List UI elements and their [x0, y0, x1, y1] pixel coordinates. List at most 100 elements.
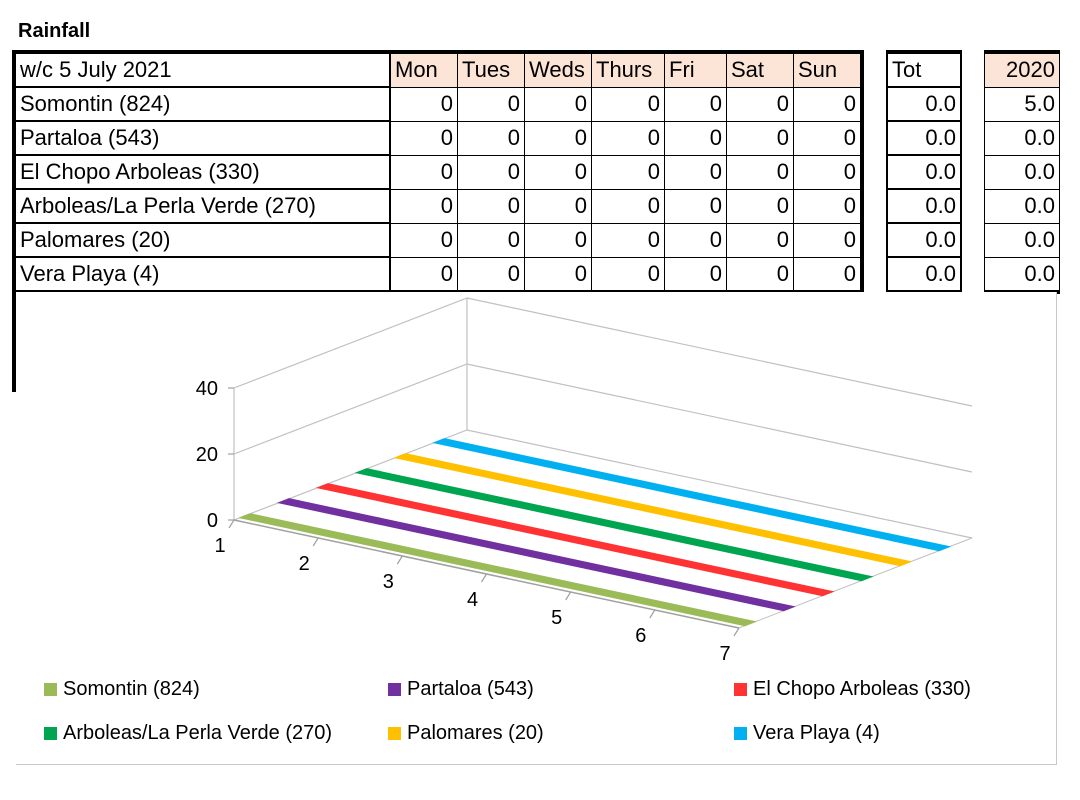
rain-value-cell: 0	[793, 222, 864, 258]
x-tick	[733, 627, 740, 637]
legend-swatch	[734, 683, 747, 696]
rain-value-cell: 0	[664, 154, 727, 190]
rainfall-table: w/c 5 July 2021 Mon Tues Weds Thurs Fri …	[12, 50, 1060, 294]
x-tick-label: 3	[383, 571, 394, 593]
total-cell: 0.0	[886, 188, 962, 224]
prev-year-cell: 0.0	[984, 188, 1060, 224]
rain-value-cell: 0	[793, 188, 864, 224]
location-cell: Somontin (824)	[12, 86, 391, 122]
total-cell: 0.0	[886, 120, 962, 156]
rain-value-cell: 0	[726, 154, 794, 190]
header-prev-year: 2020	[984, 50, 1060, 88]
rain-value-cell: 0	[726, 86, 794, 122]
rain-value-cell: 0	[389, 188, 458, 224]
rain-value-cell: 0	[524, 222, 592, 258]
rain-value-cell: 0	[457, 188, 525, 224]
prev-year-cell: 0.0	[984, 222, 1060, 258]
y-tick-label: 40	[196, 378, 218, 400]
total-cell: 0.0	[886, 222, 962, 258]
rain-value-cell: 0	[664, 222, 727, 258]
header-tues: Tues	[457, 50, 525, 88]
table-row: Palomares (20) 0 0 0 0 0 0 0 0.0 0.0	[12, 222, 1060, 258]
location-cell: Partaloa (543)	[12, 120, 391, 156]
legend-swatch	[44, 683, 57, 696]
series-ribbon	[276, 498, 796, 612]
prev-year-cell: 0.0	[984, 154, 1060, 190]
total-cell: 0.0	[886, 154, 962, 190]
rain-value-cell: 0	[793, 154, 864, 190]
rain-value-cell: 0	[457, 154, 525, 190]
total-cell: 0.0	[886, 256, 962, 294]
x-tick	[565, 591, 572, 601]
prev-year-cell: 5.0	[984, 86, 1060, 122]
rain-value-cell: 0	[726, 188, 794, 224]
rain-value-cell: 0	[591, 120, 665, 156]
floor-edge	[738, 537, 973, 629]
x-tick-label: 1	[214, 535, 225, 557]
rain-value-cell: 0	[591, 256, 665, 294]
rain-value-cell: 0	[524, 256, 592, 294]
rain-value-cell: 0	[389, 86, 458, 122]
rain-value-cell: 0	[457, 120, 525, 156]
total-cell: 0.0	[886, 86, 962, 122]
rain-value-cell: 0	[664, 256, 727, 294]
legend-label: Palomares (20)	[407, 722, 544, 744]
rain-value-cell: 0	[389, 154, 458, 190]
rain-value-cell: 0	[524, 188, 592, 224]
chart-svg: 1 2 3 4 5 6 7 0 20 40	[196, 297, 973, 665]
legend-label: Somontin (824)	[63, 678, 200, 700]
location-cell: Vera Playa (4)	[12, 256, 391, 294]
rain-value-cell: 0	[389, 120, 458, 156]
rain-value-cell: 0	[457, 86, 525, 122]
header-total: Tot	[886, 50, 962, 88]
rain-value-cell: 0	[591, 154, 665, 190]
x-tick-label: 2	[299, 553, 310, 575]
prev-year-cell: 0.0	[984, 256, 1060, 294]
header-sun: Sun	[793, 50, 864, 88]
x-tick-label: 7	[719, 643, 730, 665]
y-tick-label: 20	[196, 444, 218, 466]
legend-label: Partaloa (543)	[407, 678, 534, 700]
legend-swatch	[388, 683, 401, 696]
table-row: Somontin (824) 0 0 0 0 0 0 0 0.0 5.0	[12, 86, 1060, 122]
rain-value-cell: 0	[664, 188, 727, 224]
prev-year-cell: 0.0	[984, 120, 1060, 156]
x-tick	[649, 609, 656, 619]
table-row: El Chopo Arboleas (330) 0 0 0 0 0 0 0 0.0 0.0	[12, 154, 1060, 190]
rain-value-cell: 0	[793, 120, 864, 156]
week-label: w/c 5 July 2021	[12, 50, 391, 88]
legend-swatch	[388, 727, 401, 740]
table-row: Vera Playa (4) 0 0 0 0 0 0 0 0.0 0.0	[12, 256, 1060, 294]
x-tick	[312, 537, 319, 547]
legend-item: Palomares (20)	[388, 722, 544, 745]
legend-swatch	[44, 727, 57, 740]
legend-label: Vera Playa (4)	[753, 722, 880, 744]
rain-value-cell: 0	[726, 256, 794, 294]
header-mon: Mon	[389, 50, 458, 88]
x-tick-label: 6	[635, 625, 646, 647]
table-header-row: w/c 5 July 2021 Mon Tues Weds Thurs Fri …	[12, 50, 1060, 88]
rain-value-cell: 0	[664, 120, 727, 156]
x-tick	[396, 555, 403, 565]
table-row: Arboleas/La Perla Verde (270) 0 0 0 0 0 0 0 0.0 0…	[12, 188, 1060, 224]
series-ribbon	[432, 438, 952, 552]
gridline	[233, 363, 973, 473]
rain-value-cell: 0	[591, 86, 665, 122]
legend-label: El Chopo Arboleas (330)	[753, 678, 971, 700]
rain-value-cell: 0	[664, 86, 727, 122]
rain-value-cell: 0	[591, 188, 665, 224]
rain-value-cell: 0	[726, 120, 794, 156]
rain-value-cell: 0	[591, 222, 665, 258]
rain-value-cell: 0	[726, 222, 794, 258]
rain-value-cell: 0	[389, 256, 458, 294]
location-cell: Palomares (20)	[12, 222, 391, 258]
rain-value-cell: 0	[524, 120, 592, 156]
series-ribbon	[393, 453, 913, 567]
series-ribbon	[238, 513, 758, 627]
x-tick-label: 5	[551, 607, 562, 629]
header-sat: Sat	[726, 50, 794, 88]
page-title: Rainfall	[18, 20, 91, 42]
location-cell: Arboleas/La Perla Verde (270)	[12, 188, 391, 224]
legend-item: Somontin (824)	[44, 678, 200, 701]
table-row: Partaloa (543) 0 0 0 0 0 0 0 0.0 0.0	[12, 120, 1060, 156]
